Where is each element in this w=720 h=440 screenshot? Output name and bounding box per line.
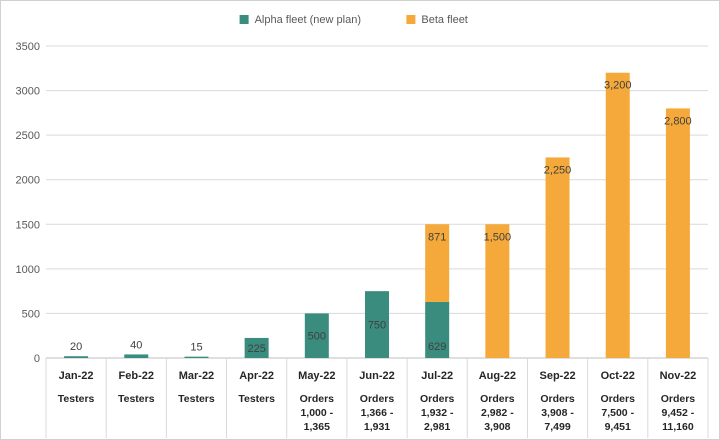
x-sublabel: 11,160 [662,421,694,433]
x-sublabel: 1,931 [364,421,390,433]
y-tick-label: 1000 [16,264,40,276]
y-tick-label: 2500 [16,130,40,142]
legend-label: Alpha fleet (new plan) [255,14,361,26]
x-sublabel: Orders [601,393,636,405]
x-sublabel: Orders [540,393,575,405]
x-sublabel: Orders [420,393,455,405]
x-category-label: Jul-22 [421,370,453,382]
y-tick-label: 1500 [16,219,40,231]
x-sublabel: Testers [58,393,95,405]
x-category-label: Aug-22 [479,370,516,382]
x-sublabel: 2,982 - [481,407,514,419]
x-category-label: Jan-22 [59,370,94,382]
y-tick-label: 3500 [16,41,40,53]
data-label: 500 [308,331,326,343]
legend-label: Beta fleet [421,14,467,26]
data-label: 2,800 [664,115,692,127]
y-tick-label: 0 [34,353,40,365]
bar-alpha [304,313,329,358]
data-label: 1,500 [484,231,512,243]
x-sublabel: Orders [360,393,395,405]
data-label: 871 [428,231,446,243]
x-sublabel: 7,499 [544,421,570,433]
x-category-label: Sep-22 [540,370,576,382]
bar-alpha [425,301,450,358]
x-sublabel: Orders [661,393,696,405]
y-tick-label: 500 [22,308,40,320]
legend-swatch [406,15,416,24]
x-category-label: May-22 [298,370,335,382]
x-sublabel: 9,451 [605,421,631,433]
data-label: 15 [190,342,202,354]
x-sublabel: Testers [118,393,155,405]
x-category-label: Apr-22 [239,370,274,382]
x-sublabel: 3,908 [484,421,510,433]
x-sublabel: Orders [480,393,515,405]
x-category-label: Mar-22 [179,370,214,382]
x-sublabel: 1,366 - [361,407,394,419]
data-label: 20 [70,341,82,353]
bar-alpha [365,291,389,358]
legend-swatch [239,15,249,24]
x-category-label: Jun-22 [359,370,394,382]
x-sublabel: 1,365 [304,421,330,433]
data-label: 3,200 [604,80,632,92]
x-sublabel: Testers [178,393,215,405]
x-sublabel: 1,000 - [300,407,333,419]
x-sublabel: 1,932 - [421,407,454,419]
x-sublabel: 2,981 [424,421,450,433]
y-tick-label: 3000 [16,86,40,98]
bar-beta [425,224,450,302]
data-label: 750 [368,320,386,332]
x-sublabel: 9,452 - [662,407,695,419]
bar-alpha [184,356,209,358]
data-label: 2,250 [544,164,572,176]
bar-alpha [244,337,269,358]
x-category-label: Nov-22 [660,370,697,382]
bar-alpha [64,356,89,358]
bar-beta [485,224,510,358]
x-sublabel: Testers [238,393,275,405]
data-label: 225 [247,343,265,355]
x-category-label: Feb-22 [119,370,154,382]
bar-beta [605,72,630,358]
bar-alpha [124,354,149,358]
x-category-label: Oct-22 [601,370,635,382]
bar-beta [665,108,690,359]
data-label: 40 [130,339,142,351]
x-sublabel: 7,500 - [601,407,634,419]
x-sublabel: 3,908 - [541,407,574,419]
y-tick-label: 2000 [16,175,40,187]
data-label: 629 [428,341,446,353]
bar-beta [545,157,570,358]
x-sublabel: Orders [300,393,335,405]
